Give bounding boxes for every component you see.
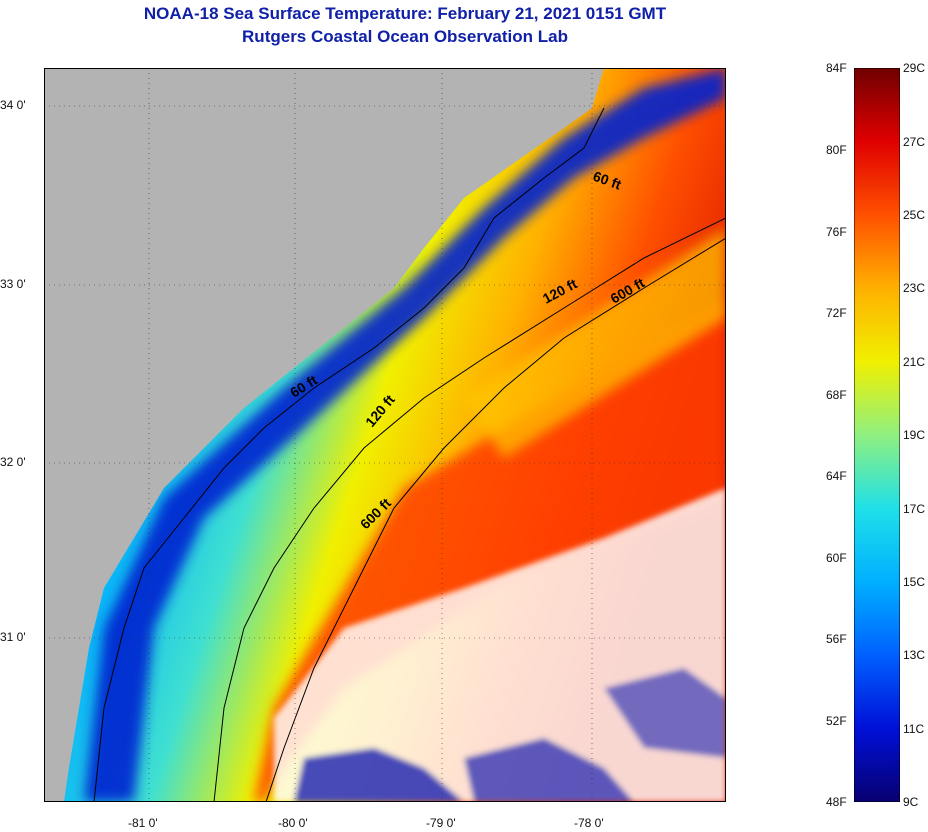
colorbar-c-19: 19C [903,428,926,442]
colorbar-f-72: 72F [826,306,847,320]
colorbar-f-68: 68F [826,388,847,402]
lat-label-31: 31 0' [0,630,26,644]
chart-subtitle: Rutgers Coastal Ocean Observation Lab [242,27,568,46]
cloud-cover [274,488,726,802]
colorbar-c-11: 11C [903,722,925,736]
colorbar-c-17: 17C [903,502,926,516]
map-frame [44,68,726,802]
colorbar-c-23: 23C [903,281,926,295]
isobath-60ft [93,107,605,802]
lat-label-32: 32 0' [0,455,26,469]
chart-title: NOAA-18 Sea Surface Temperature: Februar… [143,4,667,23]
colorbar-f-52: 52F [826,714,847,728]
isobath-600ft [265,237,726,802]
colorbar-f-76: 76F [826,225,847,239]
colorbar [854,68,900,802]
isobath-120ft [213,217,726,802]
lat-label-33: 33 0' [0,277,26,291]
colorbar-f-84: 84F [826,61,847,75]
colorbar-c-29: 29C [903,61,926,75]
colorbar-f-48: 48F [826,795,847,809]
lon-label-78: -78 0' [574,816,604,830]
colorbar-f-80: 80F [826,143,847,157]
colorbar-f-60: 60F [826,551,847,565]
yellow-band [464,228,726,458]
lon-label-80: -80 0' [278,816,308,830]
lat-label-34: 34 0' [0,98,26,112]
colorbar-c-13: 13C [903,648,926,662]
colorbar-f-64: 64F [826,469,847,483]
lon-label-79: -79 0' [426,816,456,830]
lon-label-81: -81 0' [128,816,158,830]
sst-map: 60 ft 60 ft 120 ft 120 ft 600 ft 600 ft [44,68,726,802]
colorbar-c-25: 25C [903,208,926,222]
colorbar-c-27: 27C [903,135,926,149]
land [44,68,604,802]
colorbar-c-9: 9C [903,795,919,809]
warm-band [254,298,726,802]
graticule [44,68,726,802]
colorbar-c-15: 15C [903,575,926,589]
colorbar-f-56: 56F [826,632,847,646]
colorbar-c-21: 21C [903,355,926,369]
